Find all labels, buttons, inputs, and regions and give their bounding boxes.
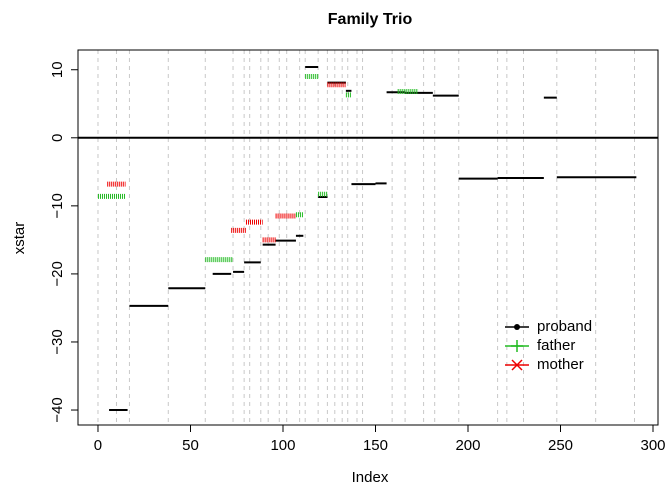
plot-frame: [77, 49, 659, 426]
x-tick-label: 0: [94, 437, 102, 454]
legend-marker: [514, 324, 520, 330]
x-tick-label: 200: [455, 437, 480, 454]
legend-marker: [511, 359, 523, 371]
x-tick-label: 300: [640, 437, 665, 454]
y-tick-label: −30: [49, 329, 66, 354]
y-tick-label: −20: [49, 261, 66, 286]
y-tick-label: 10: [49, 61, 66, 78]
x-axis-label: Index: [352, 469, 389, 486]
x-tick-label: 250: [548, 437, 573, 454]
legend-label: mother: [537, 356, 584, 373]
legend-label: father: [537, 337, 575, 354]
legend-label: proband: [537, 318, 592, 335]
x-tick-label: 150: [363, 437, 388, 454]
x-tick-label: 50: [182, 437, 199, 454]
x-tick-label: 100: [270, 437, 295, 454]
legend-marker: [511, 340, 523, 352]
y-tick-label: −40: [49, 397, 66, 422]
y-tick-label: −10: [49, 193, 66, 218]
y-tick-label: 0: [49, 134, 66, 142]
y-axis-label: xstar: [11, 222, 28, 255]
chart-title: Family Trio: [328, 11, 413, 28]
